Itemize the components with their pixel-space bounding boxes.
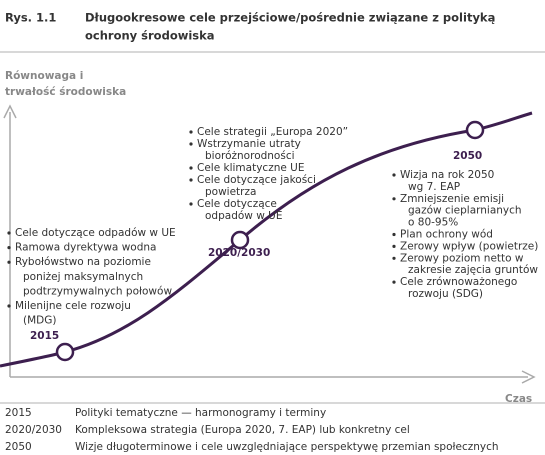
arrow xyxy=(521,370,536,384)
milestone-item: Wstrzymanie utraty xyxy=(197,138,301,150)
milestone-label: 2015 xyxy=(30,330,59,342)
milestone-item: Cele dotyczące xyxy=(197,198,277,210)
bullet xyxy=(189,142,193,146)
bullet xyxy=(7,260,11,264)
legend-text: Kompleksowa strategia (Europa 2020, 7. E… xyxy=(75,424,410,436)
milestone-dot xyxy=(55,342,75,362)
milestone-label: 2050 xyxy=(453,150,482,162)
milestone-item: Milenijne cele rozwoju xyxy=(15,300,131,312)
bullet xyxy=(7,304,11,308)
bullet xyxy=(189,166,193,170)
bullet xyxy=(189,202,193,206)
milestone-item: gazów cieplarnianych xyxy=(408,205,522,217)
milestone-item: bioróżnorodności xyxy=(205,150,295,162)
legend-text: Wizje długoterminowe i cele uwzględniają… xyxy=(75,441,499,453)
milestone-dot xyxy=(230,230,250,250)
legend-key: 2050 xyxy=(5,441,32,453)
milestone-item: Plan ochrony wód xyxy=(400,229,493,241)
legend-key: 2020/2030 xyxy=(5,424,62,436)
milestone-item: wg 7. EAP xyxy=(408,181,460,193)
milestone-item: podtrzymywalnych połowów xyxy=(23,285,172,297)
milestone-item: powietrza xyxy=(205,186,256,198)
milestone-item: Zerowy poziom netto w xyxy=(400,252,524,264)
milestone-item: zakresie zajęcia gruntów xyxy=(408,264,538,276)
milestone-dot xyxy=(465,120,485,140)
milestone-item: Wizja na rok 2050 xyxy=(400,169,494,181)
milestone-item: Ramowa dyrektywa wodna xyxy=(15,242,156,254)
title: Długookresowe cele przejściowe/pośrednie… xyxy=(85,11,495,25)
bullet xyxy=(392,280,396,284)
milestone-item: Cele strategii „Europa 2020” xyxy=(197,126,348,138)
bullet xyxy=(392,256,396,260)
title: ochrony środowiska xyxy=(85,29,215,43)
bullet xyxy=(189,130,193,134)
milestone-item: Cele dotyczące jakości xyxy=(197,174,316,186)
y-axis-label: Równowaga i xyxy=(5,70,83,82)
bullet xyxy=(392,197,396,201)
legend-key: 2015 xyxy=(5,407,32,419)
milestone-item: Cele dotyczące odpadów w UE xyxy=(15,227,176,239)
bullet xyxy=(189,178,193,182)
milestone-label: 2020/2030 xyxy=(208,247,270,259)
milestone-item: Zmniejszenie emisji xyxy=(400,193,504,205)
milestone-item: o 80-95% xyxy=(408,217,458,229)
y-axis-label: trwałość środowiska xyxy=(5,86,126,98)
bullet xyxy=(392,173,396,177)
milestone-item: rozwoju (SDG) xyxy=(408,288,483,300)
milestone-item: Cele klimatyczne UE xyxy=(197,162,304,174)
milestone-item: (MDG) xyxy=(23,315,56,327)
figure-label: Rys. 1.1 xyxy=(5,11,56,25)
milestone-item: odpadów w UE xyxy=(205,210,282,222)
milestone-item: poniżej maksymalnych xyxy=(23,271,143,283)
x-axis-label: Czas xyxy=(505,393,532,405)
bullet xyxy=(392,244,396,248)
milestone-item: Zerowy wpływ (powietrze) xyxy=(400,240,538,252)
legend-text: Polityki tematyczne — harmonogramy i ter… xyxy=(75,407,326,419)
arrow xyxy=(3,104,17,119)
milestone-item: Rybołówstwo na poziomie xyxy=(15,256,151,268)
bullet xyxy=(392,232,396,237)
milestone-item: Cele zrównoważonego xyxy=(400,276,517,288)
bullet xyxy=(7,246,11,250)
bullet xyxy=(7,231,11,235)
